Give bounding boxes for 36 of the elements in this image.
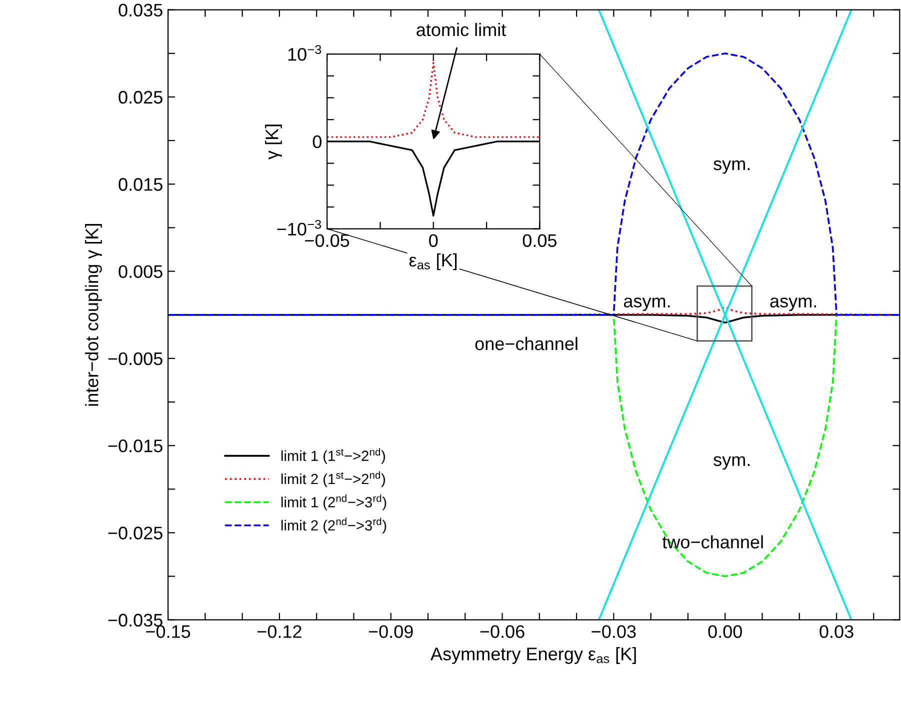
x-tick-label: −0.12 bbox=[258, 625, 302, 638]
annotation: sym. bbox=[714, 160, 750, 174]
x-tick-label: −0.09 bbox=[368, 625, 413, 638]
y-axis-title: γ [K] bbox=[265, 124, 282, 160]
x-tick-label: 0.03 bbox=[820, 625, 854, 638]
y-axis-title: inter−dot coupling γ [K] bbox=[85, 224, 102, 406]
y-tick-label: 0 bbox=[312, 135, 322, 148]
x-tick-label: −0.05 bbox=[305, 234, 350, 247]
annotation: two−channel bbox=[662, 535, 763, 548]
x-tick-label: −0.15 bbox=[146, 625, 190, 638]
x-axis-title: Asymmetry Energy ε$_{as}$ [K] bbox=[430, 647, 636, 664]
y-tick-label: 0.005 bbox=[118, 265, 162, 278]
legend-label: limit 2 (2$^{nd}$−>3$^{rd}$) bbox=[281, 518, 386, 534]
annotation: sym. bbox=[714, 456, 750, 470]
x-axis-title: ε$_{as}$ [K] bbox=[409, 253, 457, 270]
x-tick-label: −0.06 bbox=[480, 625, 524, 638]
annotation: one−channel bbox=[475, 336, 578, 350]
x-tick-label: 0 bbox=[429, 234, 438, 247]
annotation: atomic limit bbox=[416, 22, 506, 36]
legend-label: limit 2 (1$^{st}$−>2$^{nd}$) bbox=[281, 471, 386, 488]
x-tick-label: 0.00 bbox=[708, 625, 742, 638]
legend-label: limit 1 (1$^{st}$−>2$^{nd}$) bbox=[281, 448, 386, 464]
annotation: asym. bbox=[624, 298, 670, 312]
x-tick-label: −0.03 bbox=[592, 625, 636, 638]
annotation: asym. bbox=[770, 298, 816, 312]
y-tick-label: 10$^{−3}$ bbox=[288, 45, 322, 61]
y-tick-label: −0.025 bbox=[108, 526, 162, 540]
y-tick-label: 0.015 bbox=[118, 178, 162, 191]
y-tick-label: −0.015 bbox=[108, 440, 162, 452]
line-series bbox=[327, 62, 540, 138]
x-tick-label: 0.05 bbox=[522, 234, 557, 247]
y-tick-label: −0.035 bbox=[108, 614, 162, 627]
y-tick-label: 0.025 bbox=[118, 90, 162, 104]
y-tick-label: −0.005 bbox=[108, 352, 162, 366]
legend-label: limit 1 (2$^{nd}$−>3$^{rd}$) bbox=[281, 494, 386, 510]
y-tick-label: 0.035 bbox=[118, 4, 162, 17]
